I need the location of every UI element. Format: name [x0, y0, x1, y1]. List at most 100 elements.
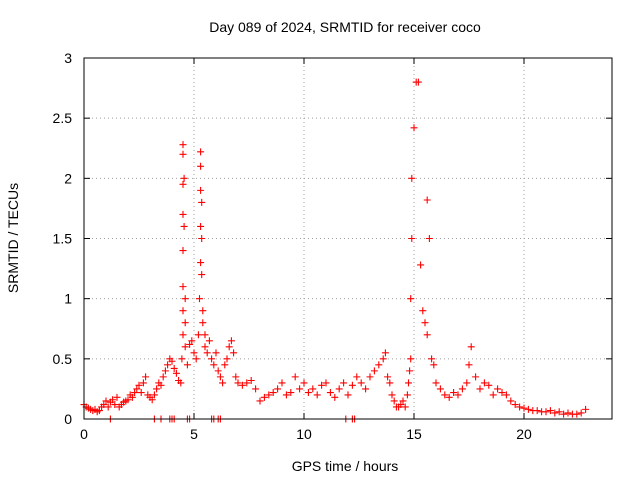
- x-axis-title: GPS time / hours: [292, 458, 399, 474]
- data-point: [219, 379, 227, 387]
- data-point: [124, 396, 132, 404]
- data-point: [511, 401, 519, 409]
- data-point: [408, 174, 416, 182]
- data-point: [214, 367, 222, 375]
- data-point: [291, 373, 299, 381]
- data-point: [405, 379, 412, 387]
- data-point: [454, 391, 462, 399]
- x-tick-label: 20: [516, 426, 532, 442]
- data-point: [533, 407, 541, 415]
- data-point: [111, 401, 119, 409]
- data-point: [188, 337, 196, 345]
- data-point: [194, 331, 202, 339]
- y-tick-label: 2: [64, 170, 72, 186]
- chart-title: Day 089 of 2024, SRMTID for receiver coc…: [209, 19, 481, 35]
- data-point: [278, 379, 286, 387]
- data-point: [318, 381, 326, 389]
- data-point: [274, 385, 282, 393]
- data-point: [131, 389, 139, 397]
- data-point: [102, 397, 110, 405]
- y-tick-label: 2.5: [53, 110, 73, 126]
- data-point: [407, 295, 415, 303]
- data-point: [177, 379, 185, 387]
- data-point: [225, 343, 233, 351]
- data-point: [212, 349, 220, 357]
- data-point: [421, 319, 429, 327]
- data-point: [423, 331, 431, 339]
- data-point: [109, 396, 117, 404]
- data-point: [322, 379, 330, 387]
- data-point: [142, 373, 150, 381]
- data-point: [375, 361, 383, 369]
- data-point: [408, 235, 416, 242]
- data-point: [183, 361, 191, 369]
- data-point: [256, 397, 264, 405]
- data-point: [179, 247, 187, 255]
- data-point: [390, 397, 398, 405]
- data-point: [366, 373, 374, 381]
- data-point: [331, 393, 339, 401]
- data-point: [344, 391, 352, 399]
- data-point: [450, 389, 458, 397]
- data-point: [436, 385, 444, 393]
- data-point: [172, 369, 180, 377]
- data-point: [260, 393, 268, 401]
- data-point: [265, 391, 273, 399]
- data-point: [425, 235, 433, 242]
- data-point: [196, 295, 203, 303]
- data-point: [573, 410, 581, 418]
- data-point: [401, 403, 409, 411]
- data-point: [128, 393, 136, 401]
- data-point: [198, 271, 206, 279]
- data-point: [379, 355, 387, 363]
- data-point: [524, 405, 532, 413]
- data-point: [476, 385, 484, 393]
- data-point: [309, 385, 317, 393]
- data-point: [135, 381, 143, 389]
- data-point: [164, 361, 172, 369]
- data-point: [520, 404, 528, 412]
- data-point: [441, 391, 449, 399]
- data-point: [179, 150, 187, 158]
- data-point: [296, 385, 304, 393]
- data-point: [179, 283, 187, 291]
- data-point: [238, 381, 246, 389]
- data-point: [348, 381, 356, 389]
- data-point: [370, 367, 378, 375]
- data-point: [153, 385, 161, 393]
- data-point: [335, 385, 343, 393]
- data-point: [406, 367, 414, 375]
- data-point: [381, 349, 389, 357]
- data-point: [467, 343, 475, 351]
- data-point: [201, 331, 209, 339]
- data-point: [161, 367, 169, 375]
- data-points: [80, 78, 590, 423]
- data-point: [252, 385, 260, 393]
- data-point: [221, 361, 229, 369]
- data-point: [198, 198, 206, 206]
- y-tick-label: 0: [64, 411, 72, 427]
- y-tick-label: 0.5: [53, 351, 73, 367]
- data-point: [210, 361, 218, 369]
- data-point: [410, 124, 418, 132]
- data-point: [216, 373, 224, 381]
- data-point: [198, 235, 206, 242]
- data-point: [168, 357, 176, 365]
- data-point: [399, 397, 407, 405]
- data-point: [430, 361, 438, 369]
- data-point: [287, 389, 295, 397]
- data-point: [197, 186, 205, 194]
- y-tick-labels: 0 0.5 1 1.5 2 2.5 3: [53, 50, 73, 427]
- data-point: [234, 379, 242, 387]
- data-point: [465, 361, 473, 369]
- data-point: [199, 307, 207, 315]
- data-point: [357, 379, 365, 387]
- data-point: [472, 373, 480, 381]
- data-point: [304, 389, 312, 397]
- data-point: [388, 391, 396, 399]
- data-point: [445, 393, 453, 401]
- data-point: [197, 148, 205, 156]
- x-tick-label: 15: [406, 426, 422, 442]
- data-point: [95, 407, 103, 415]
